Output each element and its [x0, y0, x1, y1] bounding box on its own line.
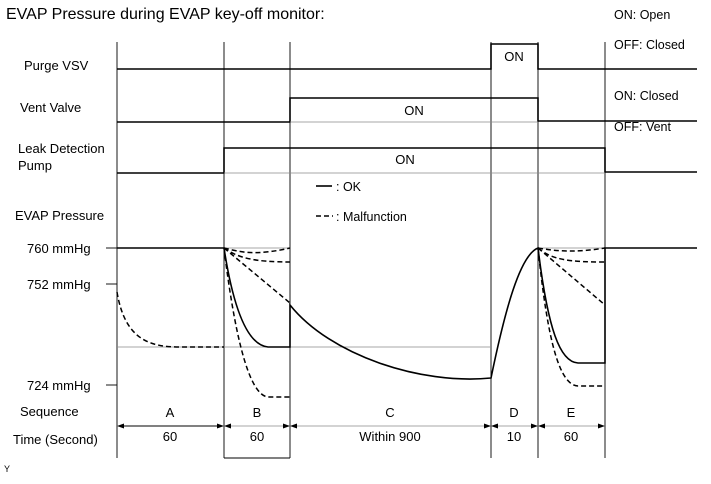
- arrow-c: [290, 423, 491, 429]
- malfunction-e-upper: [537, 247, 606, 252]
- arrow-e: [538, 423, 605, 429]
- malfunction-e-lower: [537, 247, 605, 387]
- arrow-b: [224, 423, 290, 429]
- arrow-a: [117, 423, 224, 429]
- time-label: Time (Second): [13, 432, 98, 447]
- purge-vsv-on-label: ON: [504, 49, 524, 64]
- pressure-curve-ok: [117, 246, 697, 380]
- malfunction-b-linear: [223, 247, 291, 304]
- vent-valve-on-label: ON: [404, 103, 424, 118]
- time-value-c: Within 900: [359, 429, 420, 444]
- malfunction-a: [116, 291, 224, 348]
- arrow-d: [491, 423, 538, 429]
- sequence-step-d: D: [509, 405, 518, 420]
- time-value-e: 60: [564, 429, 578, 444]
- time-value-d: 10: [507, 429, 521, 444]
- malfunction-e-linear: [537, 247, 606, 306]
- evap-pressure-label: EVAP Pressure: [15, 208, 104, 223]
- sequence-label: Sequence: [20, 404, 79, 419]
- tick-752: 752 mmHg: [27, 277, 91, 292]
- purge-vsv-signal: [117, 43, 697, 70]
- diagram-title: EVAP Pressure during EVAP key-off monito…: [6, 6, 325, 23]
- time-value-a: 60: [163, 429, 177, 444]
- time-value-b: 60: [250, 429, 264, 444]
- sequence-step-e: E: [567, 405, 576, 420]
- duration-arrows: [117, 423, 605, 429]
- legend-vent-off: OFF: Vent: [614, 120, 671, 134]
- sequence-step-a: A: [166, 405, 175, 420]
- legend-malfunction: : Malfunction: [336, 210, 407, 224]
- leak-pump-label-line2: Pump: [18, 158, 52, 173]
- purge-vsv-label: Purge VSV: [24, 58, 89, 73]
- tick-724: 724 mmHg: [27, 378, 91, 393]
- malfunction-b-lower: [223, 247, 290, 398]
- sequence-step-b: B: [253, 405, 262, 420]
- legend-vent-on: ON: Closed: [614, 89, 679, 103]
- pressure-curves-malfunction: [116, 247, 606, 398]
- sequence-step-c: C: [385, 405, 394, 420]
- legend-ok: : OK: [336, 180, 362, 194]
- sequence-dividers: [116, 42, 606, 458]
- legend-purge-on: ON: Open: [614, 8, 670, 22]
- legend-purge-off: OFF: Closed: [614, 38, 685, 52]
- footnote: Y: [4, 464, 10, 474]
- vent-valve-signal: [117, 97, 697, 123]
- leak-pump-on-label: ON: [395, 152, 415, 167]
- leak-pump-label-line1: Leak Detection: [18, 141, 105, 156]
- vent-valve-label: Vent Valve: [20, 100, 81, 115]
- tick-760: 760 mmHg: [27, 241, 91, 256]
- leak-pump-signal: [117, 147, 697, 174]
- malfunction-e-mid: [537, 247, 606, 263]
- malfunction-b-upper: [223, 247, 291, 254]
